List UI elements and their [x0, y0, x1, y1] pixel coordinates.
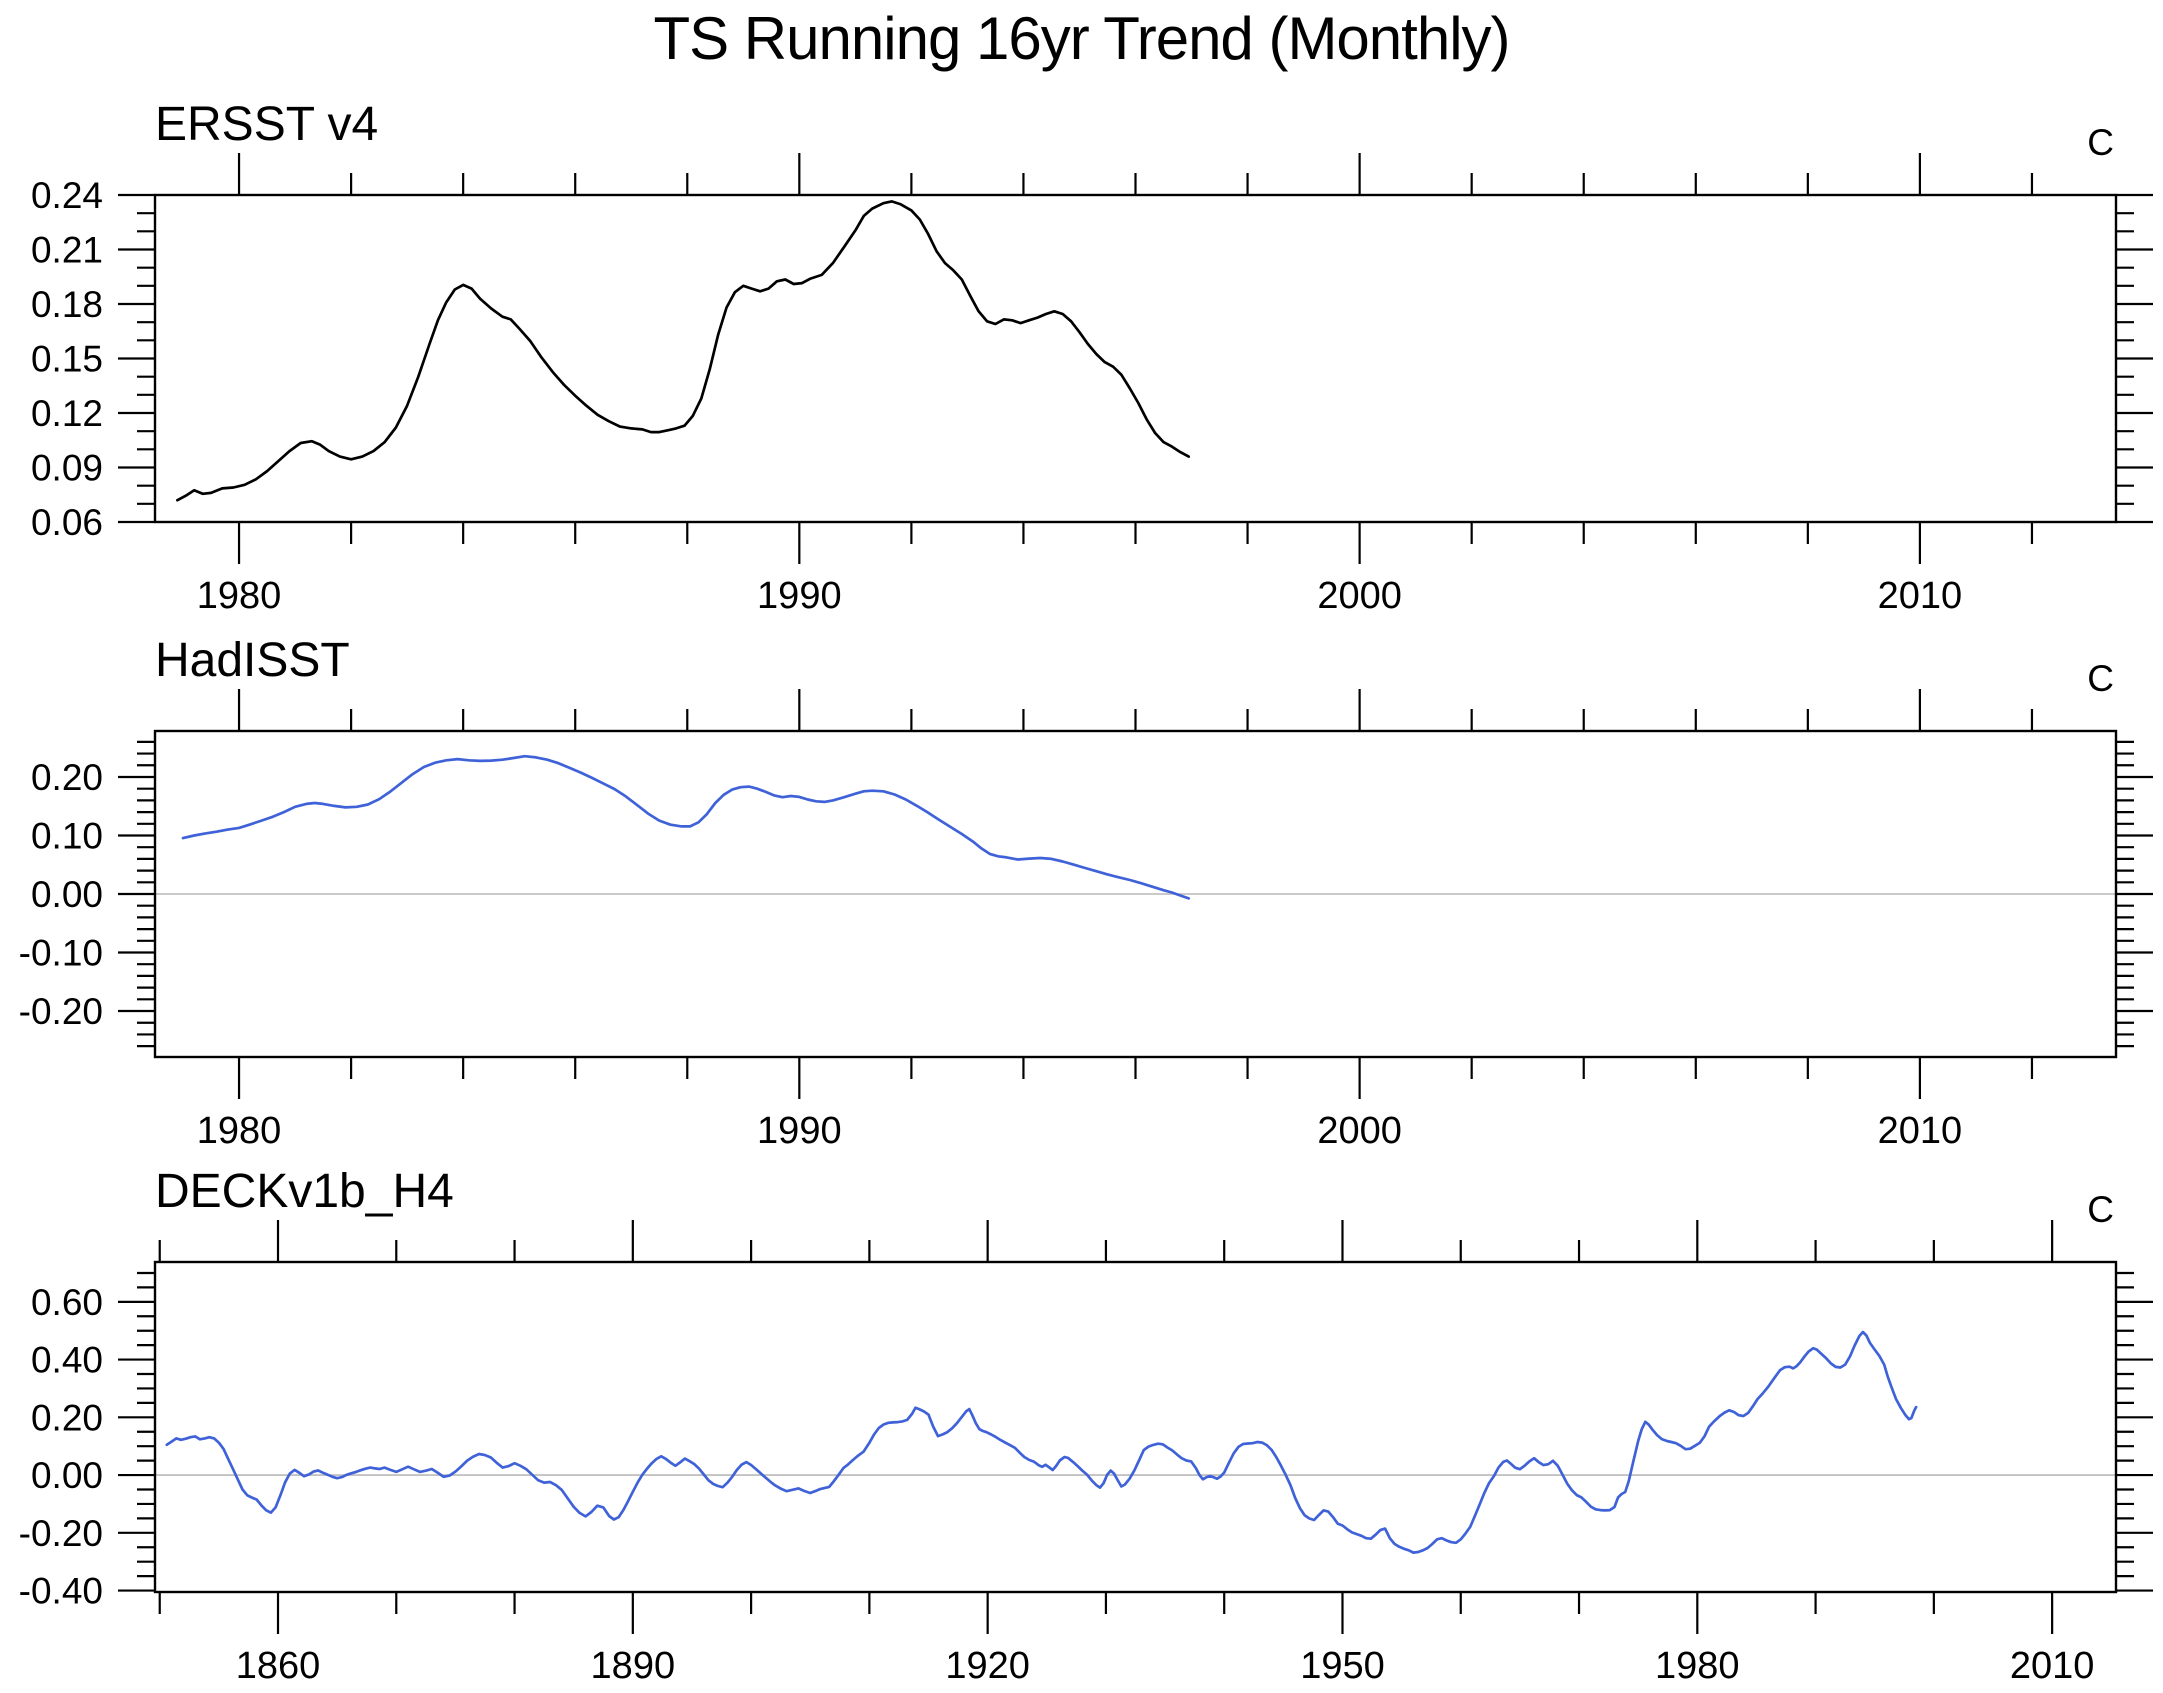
y-tick-label: 0.10 [31, 815, 103, 856]
y-tick-label: 0.18 [31, 284, 103, 325]
x-tick-label: 1890 [591, 1645, 676, 1687]
y-tick-label: 0.06 [31, 502, 103, 543]
y-tick-label: 0.09 [31, 448, 103, 489]
x-tick-label: 2000 [1317, 575, 1402, 617]
y-tick-label: -0.20 [19, 991, 103, 1032]
plot-frame [153, 729, 2118, 1059]
panel-title: DECKv1b_H4 [155, 1165, 454, 1218]
ticks [118, 1220, 2153, 1634]
ticks [118, 153, 2153, 564]
x-tick-label: 1990 [757, 1110, 842, 1152]
page-title: TS Running 16yr Trend (Monthly) [653, 5, 1510, 72]
panel-hadisst: HadISST C 1980 1990 2000 2010 0.20 0.10 0.00 -0.1… [19, 634, 2153, 1152]
series-ersst-v4 [176, 200, 1191, 502]
unit-label: C [2087, 1189, 2114, 1230]
x-tick-label: 2000 [1317, 1110, 1402, 1152]
panel-title: HadISST [155, 634, 350, 687]
x-tick-label: 1860 [236, 1645, 321, 1687]
x-tick-label: 2010 [2010, 1645, 2095, 1687]
plot-frame [153, 193, 2118, 524]
panel-title: ERSST v4 [155, 98, 378, 151]
unit-label: C [2087, 658, 2114, 699]
y-tick-label: -0.10 [19, 933, 103, 974]
ticks [118, 689, 2153, 1099]
y-tick-label: 0.15 [31, 339, 103, 380]
panel-deckv1b-h4: DECKv1b_H4 C 1860 1890 1920 1950 1980 2010 0.60 0… [19, 1165, 2153, 1687]
y-tick-label: 0.60 [31, 1282, 103, 1323]
x-tick-label: 1920 [945, 1645, 1030, 1687]
series-hadisst [181, 754, 1191, 900]
x-tick-label: 2010 [1878, 575, 1963, 617]
y-tick-label: 0.00 [31, 874, 103, 915]
y-tick-label: 0.12 [31, 393, 103, 434]
y-tick-label: 0.21 [31, 230, 103, 271]
x-tick-label: 1980 [197, 1110, 282, 1152]
y-tick-label: 0.00 [31, 1455, 103, 1496]
y-tick-label: 0.20 [31, 757, 103, 798]
plot-frame [153, 1260, 2118, 1594]
y-tick-label: 0.20 [31, 1397, 103, 1438]
x-tick-label: 1990 [757, 575, 842, 617]
x-tick-label: 1980 [1655, 1645, 1740, 1687]
panel-ersst-v4: ERSST v4 C 1980 1990 2000 2010 0.24 0.21 0.18 0.1… [31, 98, 2153, 617]
x-tick-label: 2010 [1878, 1110, 1963, 1152]
x-tick-label: 1980 [197, 575, 282, 617]
unit-label: C [2087, 122, 2114, 163]
y-tick-label: 0.24 [31, 175, 103, 216]
x-tick-label: 1950 [1300, 1645, 1385, 1687]
series-deckv1b-h4 [165, 1330, 1918, 1554]
y-tick-label: 0.40 [31, 1340, 103, 1381]
y-tick-label: -0.40 [19, 1571, 103, 1612]
y-tick-label: -0.20 [19, 1513, 103, 1554]
